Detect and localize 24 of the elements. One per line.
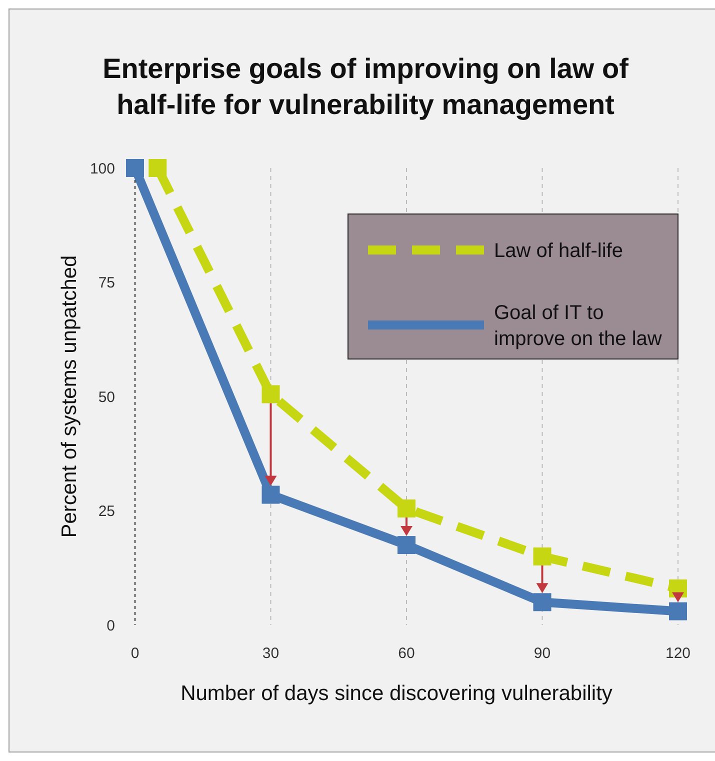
y-tick-label: 25 xyxy=(98,503,115,520)
chart-title: Enterprise goals of improving on law of half-life for vulnerability management xyxy=(102,53,630,120)
point xyxy=(669,602,687,620)
y-tick-label: 0 xyxy=(106,617,115,634)
point xyxy=(533,547,552,566)
point xyxy=(533,593,552,612)
y-tick-label: 100 xyxy=(90,160,115,178)
y-tick-label: 50 xyxy=(98,388,115,406)
x-tick-label: 60 xyxy=(398,645,415,662)
point xyxy=(148,159,167,177)
x-tick-label: 120 xyxy=(665,645,691,662)
point xyxy=(398,499,416,518)
point xyxy=(126,159,144,177)
point xyxy=(398,536,416,554)
x-tick-label: 90 xyxy=(534,645,551,662)
x-axis-title: Number of days since discovering vulnerability xyxy=(180,682,613,705)
legend-label: Goal of IT to improve on the law xyxy=(494,302,662,350)
x-tick-label: 30 xyxy=(262,645,280,662)
point xyxy=(262,486,280,504)
y-tick-label: 75 xyxy=(98,274,115,292)
x-tick-label: 0 xyxy=(130,645,140,662)
legend-label: Law of half-life xyxy=(494,240,623,262)
y-axis-title: Percent of systems unpatched xyxy=(58,255,81,538)
point xyxy=(262,385,280,404)
